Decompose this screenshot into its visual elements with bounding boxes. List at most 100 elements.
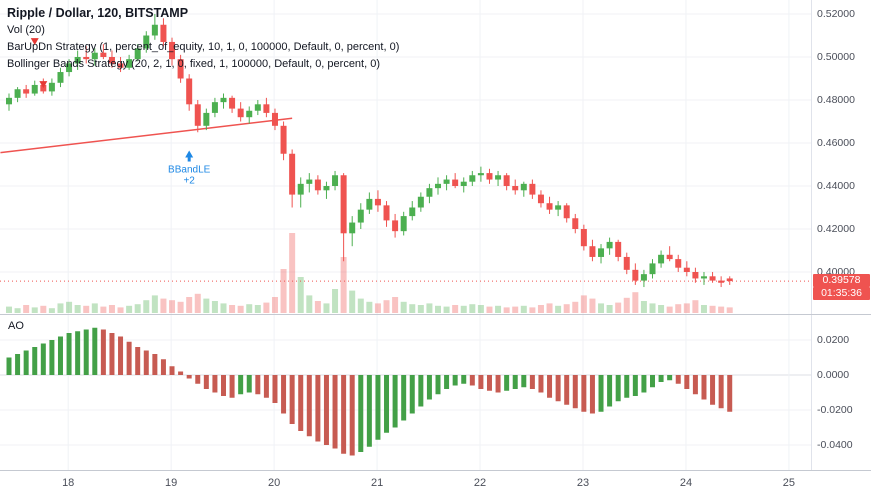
volume-bar — [271, 297, 278, 313]
ao-bar — [624, 375, 630, 398]
ao-bar — [426, 375, 432, 400]
ao-bar — [607, 375, 613, 407]
volume-bar — [40, 305, 47, 313]
candle-body — [580, 229, 587, 247]
ao-bar — [263, 375, 269, 398]
ao-bar — [15, 354, 21, 375]
volume-bar — [151, 295, 158, 313]
trendline[interactable] — [0, 117, 293, 154]
ao-bar — [366, 375, 372, 447]
candle-body — [6, 97, 12, 105]
candle-body — [495, 175, 502, 180]
ao-bar — [341, 375, 347, 454]
volume-series — [6, 233, 733, 313]
ao-tick-label: 0.0200 — [817, 334, 850, 346]
volume-bar — [374, 303, 381, 313]
volume-bar — [332, 289, 339, 313]
candle-body — [435, 183, 441, 189]
price-tick-label: 0.44000 — [817, 180, 855, 192]
time-tick-label: 19 — [165, 477, 178, 489]
candle-body — [280, 125, 287, 154]
ao-bar — [512, 375, 518, 389]
time-axis[interactable]: 18 19 20 21 22 23 24 25 — [0, 470, 871, 498]
candle-body — [237, 108, 244, 118]
volume-bar — [392, 297, 399, 313]
candle-body — [392, 220, 399, 232]
volume-bar — [6, 306, 12, 313]
time-tick-label: 21 — [370, 477, 384, 489]
candle-body — [537, 194, 544, 204]
ao-bar — [615, 375, 621, 402]
candle-body — [460, 181, 467, 186]
volume-bar — [108, 305, 115, 313]
candle-body — [546, 203, 553, 210]
candle-body — [443, 179, 450, 184]
volume-bar — [683, 303, 690, 313]
volume-bar — [177, 301, 184, 313]
ao-bar — [384, 375, 390, 433]
candle-body — [649, 263, 656, 275]
candle-body — [340, 175, 347, 234]
ao-bar — [547, 375, 553, 398]
candle-body — [91, 52, 98, 60]
ao-bar — [100, 329, 106, 375]
volume-bar — [323, 303, 330, 313]
volume-bar — [383, 300, 390, 313]
ao-bar — [478, 375, 484, 389]
ao-pane[interactable] — [0, 315, 811, 470]
candle-body — [692, 272, 699, 279]
ao-bar — [195, 375, 201, 384]
volume-bar — [598, 303, 605, 313]
ao-bar — [529, 375, 535, 389]
ao-bar — [238, 375, 244, 395]
volume-bar — [632, 292, 639, 313]
ao-bar — [40, 343, 46, 375]
price-pane[interactable]: BBandLE+2 — [0, 0, 811, 314]
candle-body — [675, 259, 682, 268]
ao-bar — [375, 375, 381, 440]
volume-bar — [726, 307, 733, 313]
candle-body — [709, 276, 716, 281]
ao-bar — [684, 375, 690, 389]
volume-bar — [91, 303, 98, 313]
candle-body — [426, 188, 433, 197]
candle-body — [452, 179, 459, 186]
price-tick-label: 0.52000 — [817, 8, 855, 20]
ao-bar — [203, 375, 209, 389]
ao-bar — [349, 375, 355, 456]
candle-body — [572, 218, 579, 229]
ao-bar — [83, 329, 89, 375]
volume-bar — [74, 305, 81, 313]
ao-histogram — [6, 327, 733, 456]
ao-bar — [358, 375, 364, 452]
ao-indicator-label[interactable]: AO — [8, 320, 24, 332]
price-axis[interactable]: 0.39578 01:35:36 0.52000 0.50000 0.48000 0.… — [811, 0, 871, 470]
candle-body — [486, 173, 493, 180]
volume-bar — [675, 304, 682, 313]
ao-tick-label: -0.0200 — [817, 404, 853, 416]
volume-bar — [495, 305, 502, 313]
candle-body — [374, 198, 381, 206]
candle-body — [409, 207, 416, 217]
volume-bar — [529, 307, 536, 313]
volume-bar — [512, 306, 519, 313]
candle-body — [134, 48, 141, 60]
ao-bar — [598, 375, 604, 412]
candle-body — [203, 112, 210, 126]
volume-bar — [126, 305, 133, 313]
ao-bar — [538, 375, 544, 393]
candle-body — [254, 104, 261, 111]
pane-divider[interactable] — [0, 314, 871, 315]
ao-bar — [315, 375, 321, 442]
candle-body — [306, 179, 313, 184]
volume-bar — [57, 303, 64, 313]
ao-bar — [6, 357, 12, 375]
ao-bar — [126, 341, 132, 375]
ao-bar — [118, 336, 124, 375]
sell-arrow-icon — [30, 38, 39, 46]
candle-body — [177, 59, 184, 79]
ao-bar — [710, 375, 716, 405]
candle-body — [469, 175, 476, 182]
volume-bar — [349, 290, 356, 313]
bband-long-entry-marker: BBandLE+2 — [168, 150, 211, 187]
